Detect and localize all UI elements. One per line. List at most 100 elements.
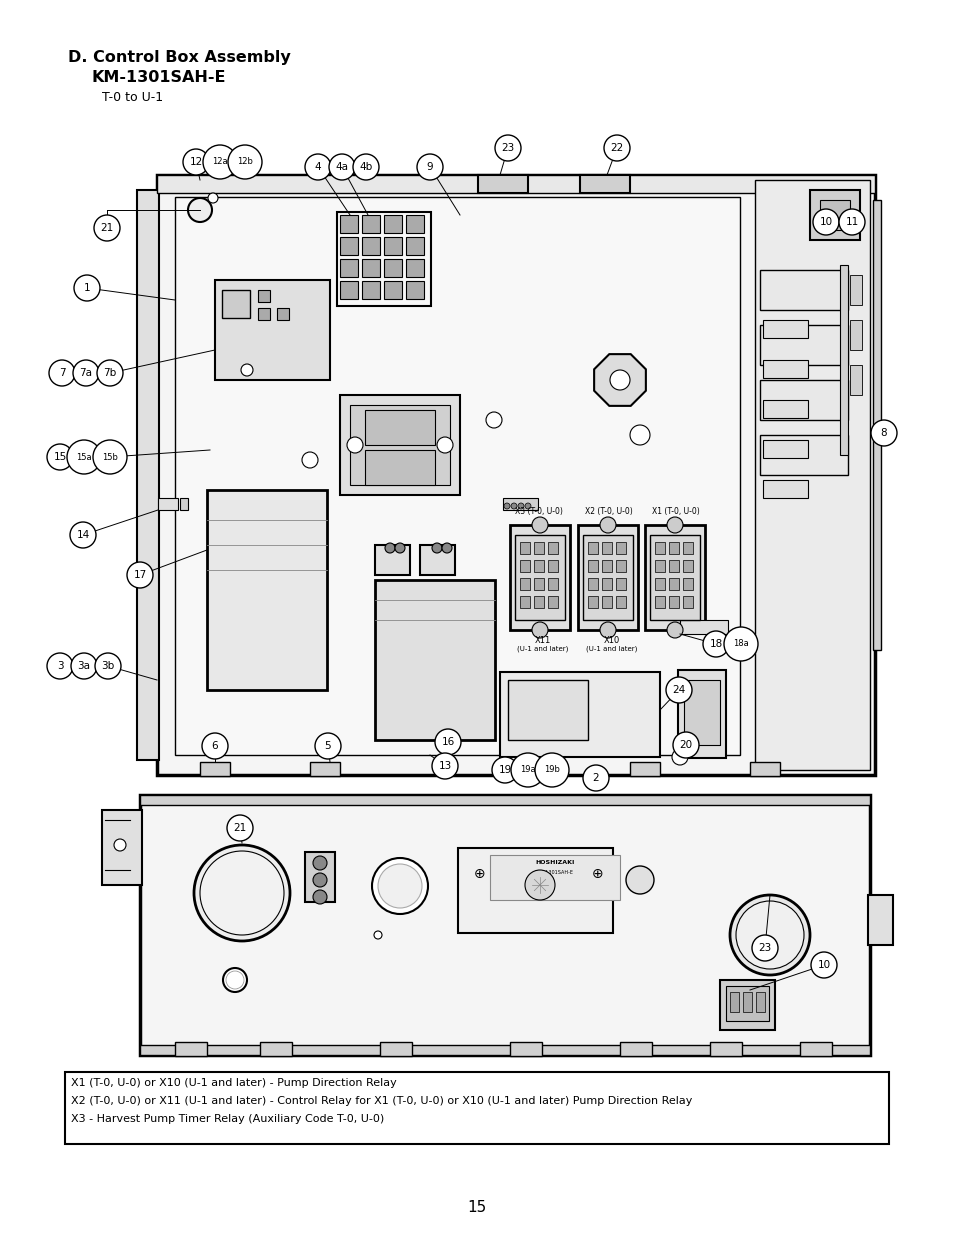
Text: 17: 17	[133, 571, 147, 580]
Bar	[305, 852, 335, 902]
Bar	[406, 215, 423, 233]
Circle shape	[302, 452, 317, 468]
Text: 18: 18	[709, 638, 721, 650]
Bar	[760, 380, 847, 420]
Bar	[762, 480, 807, 498]
Circle shape	[517, 503, 523, 509]
Bar	[547, 542, 558, 555]
Circle shape	[97, 359, 123, 387]
Circle shape	[870, 420, 896, 446]
Circle shape	[599, 622, 616, 638]
Circle shape	[492, 757, 517, 783]
Text: 21: 21	[100, 224, 113, 233]
Text: 2: 2	[592, 773, 598, 783]
Text: D. Control Box Assembly: D. Control Box Assembly	[68, 49, 291, 65]
Text: 24: 24	[672, 685, 685, 695]
Bar	[655, 559, 664, 572]
Text: X2 (T-0, U-0) or X11 (U-1 and later) - Control Relay for X1 (T-0, U-0) or X10 (U: X2 (T-0, U-0) or X11 (U-1 and later) - C…	[71, 1095, 692, 1107]
Bar	[601, 542, 612, 555]
Circle shape	[202, 734, 228, 760]
Circle shape	[524, 503, 531, 509]
Bar	[668, 542, 679, 555]
Bar	[616, 578, 625, 590]
Circle shape	[329, 154, 355, 180]
Bar	[140, 1045, 869, 1055]
Bar	[754, 180, 869, 769]
Text: ⊕: ⊕	[474, 867, 485, 881]
Circle shape	[188, 198, 212, 222]
Bar	[601, 559, 612, 572]
Bar	[499, 762, 530, 776]
Bar	[339, 237, 357, 254]
Text: 23: 23	[758, 944, 771, 953]
Bar	[682, 578, 692, 590]
Bar	[361, 259, 379, 277]
Polygon shape	[594, 354, 645, 406]
Text: 7a: 7a	[79, 368, 92, 378]
Circle shape	[665, 677, 691, 703]
Circle shape	[485, 412, 501, 429]
Text: KM-1301SAH-E: KM-1301SAH-E	[91, 70, 226, 85]
Bar	[406, 282, 423, 299]
Bar	[849, 275, 862, 305]
Bar	[519, 542, 530, 555]
Text: 12a: 12a	[212, 158, 228, 167]
Circle shape	[535, 753, 568, 787]
Bar	[207, 490, 327, 690]
Bar	[157, 175, 874, 193]
Bar	[547, 559, 558, 572]
Circle shape	[47, 445, 73, 471]
Bar	[365, 410, 435, 445]
Text: 8: 8	[880, 429, 886, 438]
Text: 1: 1	[84, 283, 91, 293]
Text: 22: 22	[610, 143, 623, 153]
Circle shape	[70, 522, 96, 548]
Text: 15: 15	[53, 452, 67, 462]
Bar	[157, 175, 874, 776]
Circle shape	[305, 154, 331, 180]
Text: 13: 13	[438, 761, 451, 771]
Circle shape	[374, 931, 381, 939]
Circle shape	[599, 517, 616, 534]
Bar	[339, 215, 357, 233]
Bar	[350, 405, 450, 485]
Bar	[384, 282, 401, 299]
Bar	[762, 359, 807, 378]
Text: 12: 12	[190, 157, 202, 167]
Circle shape	[193, 845, 290, 941]
Text: 6: 6	[212, 741, 218, 751]
Text: 3: 3	[56, 661, 63, 671]
Bar	[725, 986, 768, 1021]
Circle shape	[385, 543, 395, 553]
Bar	[361, 215, 379, 233]
Bar	[709, 1042, 741, 1056]
Bar	[760, 325, 847, 366]
Circle shape	[395, 543, 405, 553]
Text: 9: 9	[426, 162, 433, 172]
Bar	[65, 1072, 888, 1144]
Bar	[457, 848, 613, 932]
Text: 4a: 4a	[335, 162, 348, 172]
Circle shape	[735, 902, 803, 969]
Bar	[419, 545, 455, 576]
Circle shape	[511, 753, 544, 787]
Bar	[365, 450, 435, 485]
Circle shape	[313, 856, 327, 869]
Circle shape	[582, 764, 608, 790]
Text: HOSHIZAKI: HOSHIZAKI	[535, 861, 574, 866]
Text: 12b: 12b	[236, 158, 253, 167]
Circle shape	[495, 135, 520, 161]
Circle shape	[95, 653, 121, 679]
Bar	[384, 259, 401, 277]
Bar	[200, 762, 230, 776]
Circle shape	[71, 653, 97, 679]
Circle shape	[227, 815, 253, 841]
Bar	[679, 620, 727, 634]
Text: 19: 19	[497, 764, 511, 776]
Text: KM-1301SAH-E: KM-1301SAH-E	[536, 869, 573, 874]
Circle shape	[200, 851, 284, 935]
Text: 3b: 3b	[101, 661, 114, 671]
Bar	[310, 762, 339, 776]
Circle shape	[441, 543, 452, 553]
Circle shape	[203, 144, 236, 179]
